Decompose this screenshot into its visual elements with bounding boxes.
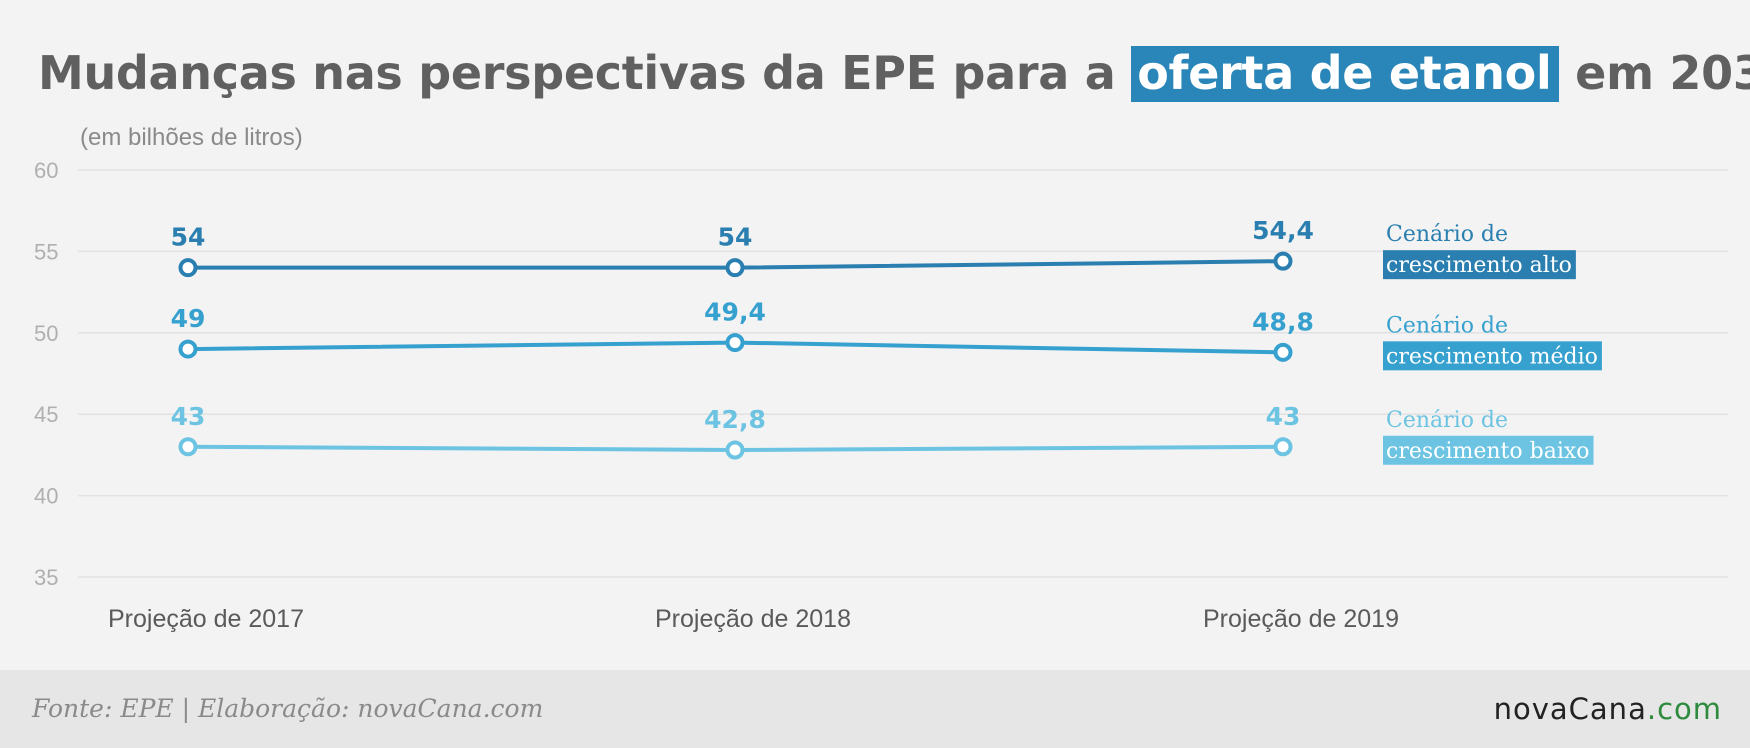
series-name-background <box>1383 341 1602 371</box>
series-name-line2: crescimento médio <box>1386 344 1598 369</box>
data-label: 43 <box>171 402 206 431</box>
series-name-background <box>1383 250 1576 280</box>
y-tick-label: 40 <box>34 484 58 509</box>
data-point <box>1273 342 1293 362</box>
series-name-line2: crescimento baixo <box>1386 439 1590 464</box>
unit-label: (em bilhões de litros) <box>80 124 303 151</box>
logo-main: novaCana <box>1493 692 1647 726</box>
data-point <box>1273 251 1293 271</box>
data-label: 54,4 <box>1252 216 1314 245</box>
title-after: em 2030 <box>1575 46 1750 100</box>
data-label: 54 <box>718 223 753 252</box>
y-tick-label: 55 <box>34 239 58 264</box>
logo-dot: . <box>1646 692 1658 726</box>
series-name-line1: Cenário de <box>1386 408 1508 433</box>
data-label: 54 <box>171 223 206 252</box>
data-point <box>725 258 745 278</box>
data-label: 48,8 <box>1252 307 1314 336</box>
y-tick-label: 35 <box>34 565 58 590</box>
data-label: 42,8 <box>704 405 766 434</box>
y-tick-label: 50 <box>34 321 58 346</box>
series-name-line1: Cenário de <box>1386 222 1508 247</box>
chart-title: Mudanças nas perspectivas da EPE para a … <box>38 46 1750 102</box>
data-point <box>178 258 198 278</box>
x-tick-label: Projeção de 2018 <box>655 605 851 633</box>
data-label: 43 <box>1266 402 1301 431</box>
novacana-logo: novaCana.com <box>1494 692 1722 726</box>
data-point <box>725 440 745 460</box>
data-label: 49,4 <box>704 298 766 327</box>
footer: Fonte: EPE | Elaboração: novaCana.com no… <box>0 670 1750 748</box>
logo-tld: com <box>1657 692 1722 726</box>
y-tick-label: 45 <box>34 402 58 427</box>
x-tick-label: Projeção de 2019 <box>1203 605 1399 633</box>
y-tick-label: 60 <box>34 158 58 183</box>
x-tick-label: Projeção de 2017 <box>108 605 304 633</box>
data-point <box>178 437 198 457</box>
title-highlight: oferta de etanol <box>1131 46 1560 102</box>
series-name-line1: Cenário de <box>1386 313 1508 338</box>
data-point <box>725 333 745 353</box>
source-note: Fonte: EPE | Elaboração: novaCana.com <box>32 694 544 723</box>
data-point <box>178 339 198 359</box>
data-label: 49 <box>171 304 206 333</box>
series-name-background <box>1383 435 1594 465</box>
line-chart: 35 40 45 50 55 60 Projeção de 2017 Projeção de … <box>34 158 1728 633</box>
data-point <box>1273 437 1293 457</box>
series-name-line2: crescimento alto <box>1386 253 1572 278</box>
title-before: Mudanças nas perspectivas da EPE para a <box>38 46 1116 100</box>
